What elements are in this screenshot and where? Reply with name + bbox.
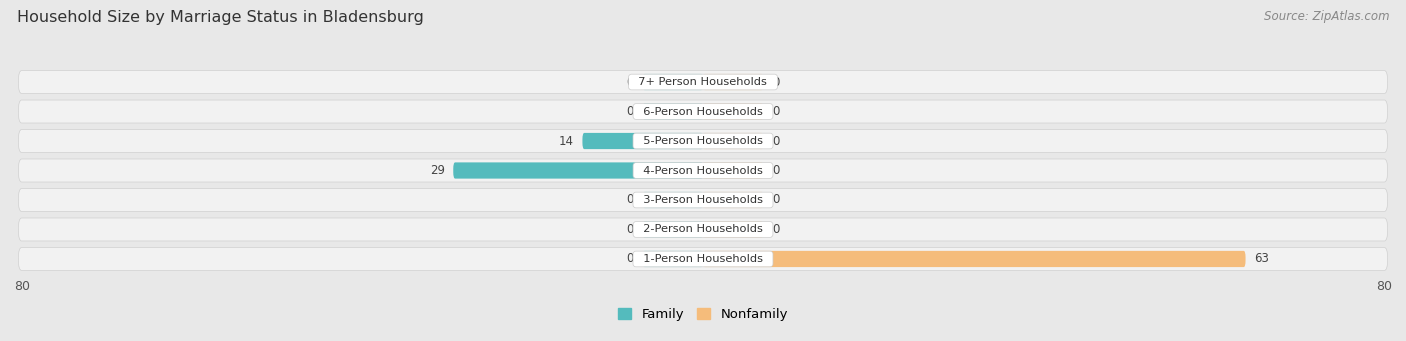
FancyBboxPatch shape <box>453 162 703 179</box>
FancyBboxPatch shape <box>643 221 703 238</box>
Text: 0: 0 <box>627 193 634 207</box>
FancyBboxPatch shape <box>18 100 1388 123</box>
Text: 0: 0 <box>627 223 634 236</box>
FancyBboxPatch shape <box>18 130 1388 152</box>
Text: 7+ Person Households: 7+ Person Households <box>631 77 775 87</box>
Text: 0: 0 <box>772 134 779 148</box>
FancyBboxPatch shape <box>643 74 703 90</box>
Text: 0: 0 <box>772 105 779 118</box>
Text: 0: 0 <box>772 193 779 207</box>
Text: 0: 0 <box>772 223 779 236</box>
Text: 6-Person Households: 6-Person Households <box>636 106 770 117</box>
FancyBboxPatch shape <box>18 159 1388 182</box>
Text: 1-Person Households: 1-Person Households <box>636 254 770 264</box>
FancyBboxPatch shape <box>18 189 1388 211</box>
FancyBboxPatch shape <box>703 251 1246 267</box>
FancyBboxPatch shape <box>703 221 763 238</box>
Text: 29: 29 <box>430 164 444 177</box>
Legend: Family, Nonfamily: Family, Nonfamily <box>617 308 789 321</box>
FancyBboxPatch shape <box>643 251 703 267</box>
FancyBboxPatch shape <box>703 162 763 179</box>
Text: 0: 0 <box>627 252 634 266</box>
Text: 0: 0 <box>772 164 779 177</box>
Text: 63: 63 <box>1254 252 1270 266</box>
Text: 5-Person Households: 5-Person Households <box>636 136 770 146</box>
Text: 80: 80 <box>1376 280 1392 293</box>
Text: Household Size by Marriage Status in Bladensburg: Household Size by Marriage Status in Bla… <box>17 10 423 25</box>
FancyBboxPatch shape <box>582 133 703 149</box>
FancyBboxPatch shape <box>18 218 1388 241</box>
Text: 2-Person Households: 2-Person Households <box>636 224 770 235</box>
FancyBboxPatch shape <box>703 133 763 149</box>
FancyBboxPatch shape <box>703 192 763 208</box>
Text: 0: 0 <box>627 105 634 118</box>
Text: 0: 0 <box>627 75 634 89</box>
Text: 14: 14 <box>558 134 574 148</box>
FancyBboxPatch shape <box>643 103 703 120</box>
Text: 0: 0 <box>772 75 779 89</box>
FancyBboxPatch shape <box>703 74 763 90</box>
Text: 3-Person Households: 3-Person Households <box>636 195 770 205</box>
FancyBboxPatch shape <box>18 71 1388 93</box>
FancyBboxPatch shape <box>18 248 1388 270</box>
FancyBboxPatch shape <box>703 103 763 120</box>
Text: 4-Person Households: 4-Person Households <box>636 165 770 176</box>
Text: 80: 80 <box>14 280 30 293</box>
Text: Source: ZipAtlas.com: Source: ZipAtlas.com <box>1264 10 1389 23</box>
FancyBboxPatch shape <box>643 192 703 208</box>
